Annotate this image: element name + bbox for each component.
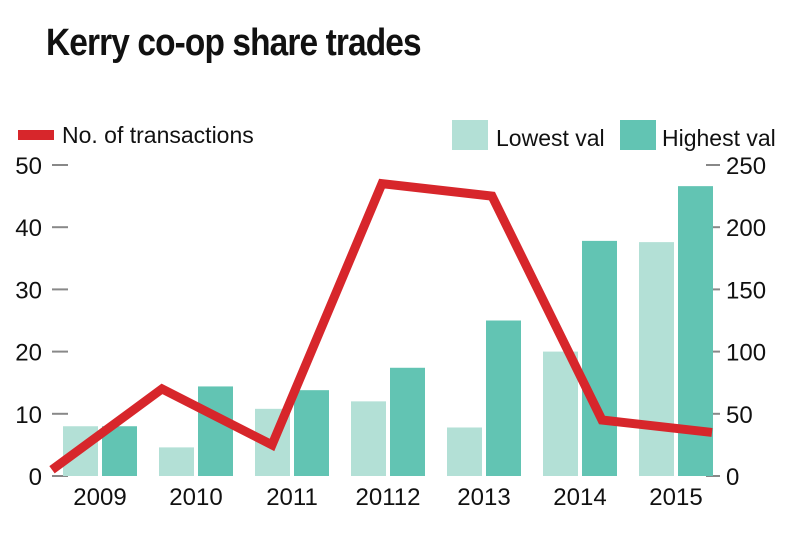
x-tick-label: 2014 <box>553 484 606 511</box>
legend-label-highest: Highest val <box>662 125 776 151</box>
x-tick-label: 20112 <box>356 484 421 511</box>
left-tick-label: 10 <box>15 402 42 429</box>
bar-highest <box>294 390 329 476</box>
left-tick-label: 40 <box>15 215 42 242</box>
right-tick-label: 150 <box>726 277 766 304</box>
bar-highest <box>486 320 521 476</box>
right-tick-label: 50 <box>726 402 753 429</box>
left-tick-label: 30 <box>15 277 42 304</box>
bar-lowest <box>639 242 674 476</box>
legend-label-lowest: Lowest val <box>496 125 605 151</box>
bar-highest <box>198 386 233 476</box>
bar-lowest <box>351 401 386 476</box>
right-tick-label: 0 <box>726 464 739 491</box>
legend-label-transactions: No. of transactions <box>62 122 254 148</box>
bar-lowest <box>543 351 578 476</box>
left-tick-label: 50 <box>15 153 42 180</box>
right-tick-label: 250 <box>726 153 766 180</box>
legend-swatch-transactions <box>18 130 54 140</box>
right-tick-label: 100 <box>726 340 766 367</box>
right-tick-label: 200 <box>726 215 766 242</box>
left-tick-label: 0 <box>29 464 42 491</box>
x-tick-label: 2009 <box>73 484 126 511</box>
x-tick-label: 2015 <box>649 484 702 511</box>
x-tick-label: 2010 <box>169 484 222 511</box>
bar-lowest <box>159 447 194 476</box>
left-tick-label: 20 <box>15 340 42 367</box>
bar-highest <box>582 240 617 476</box>
chart-title: Kerry co-op share trades <box>46 22 422 64</box>
bar-highest <box>102 426 137 476</box>
bar-lowest <box>447 427 482 476</box>
legend-swatch-highest <box>620 120 656 150</box>
x-tick-label: 2013 <box>457 484 510 511</box>
legend-swatch-lowest <box>452 120 488 150</box>
x-tick-label: 2011 <box>266 484 318 511</box>
bar-highest <box>390 367 425 476</box>
